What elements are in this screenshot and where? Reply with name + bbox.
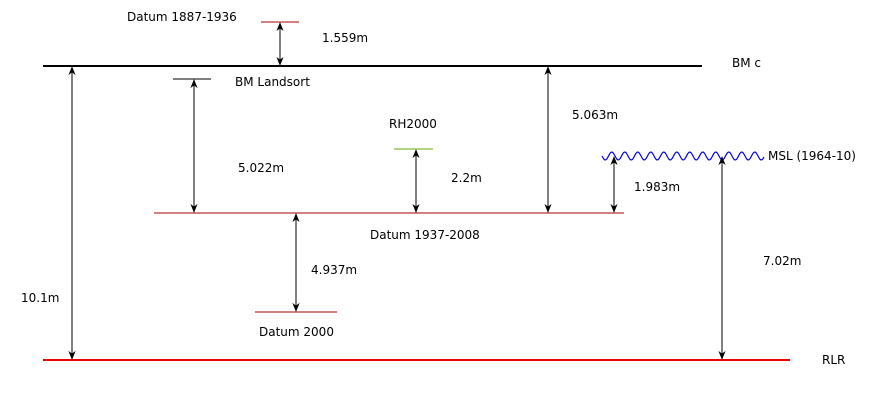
label-bm-landsort: BM Landsort: [235, 75, 310, 89]
measurement-7020: 7.02m: [763, 254, 801, 268]
label-bm-c: BM c: [732, 56, 761, 70]
label-datum-2000: Datum 2000: [259, 325, 334, 339]
label-rh2000: RH2000: [389, 117, 437, 131]
measurement-4937: 4.937m: [311, 263, 357, 277]
label-msl: MSL (1964-10): [768, 149, 856, 163]
msl-wave-line: [601, 151, 765, 161]
label-datum-1937-2008: Datum 1937-2008: [370, 228, 480, 242]
label-rlr: RLR: [822, 353, 845, 367]
measurement-5022: 5.022m: [238, 161, 284, 175]
label-datum-1887-1936: Datum 1887-1936: [127, 10, 237, 24]
measurement-2200: 2.2m: [451, 171, 482, 185]
measurement-1983: 1.983m: [634, 180, 680, 194]
measurement-10100: 10.1m: [21, 291, 59, 305]
measurement-1559: 1.559m: [322, 31, 368, 45]
measurement-5063: 5.063m: [572, 108, 618, 122]
